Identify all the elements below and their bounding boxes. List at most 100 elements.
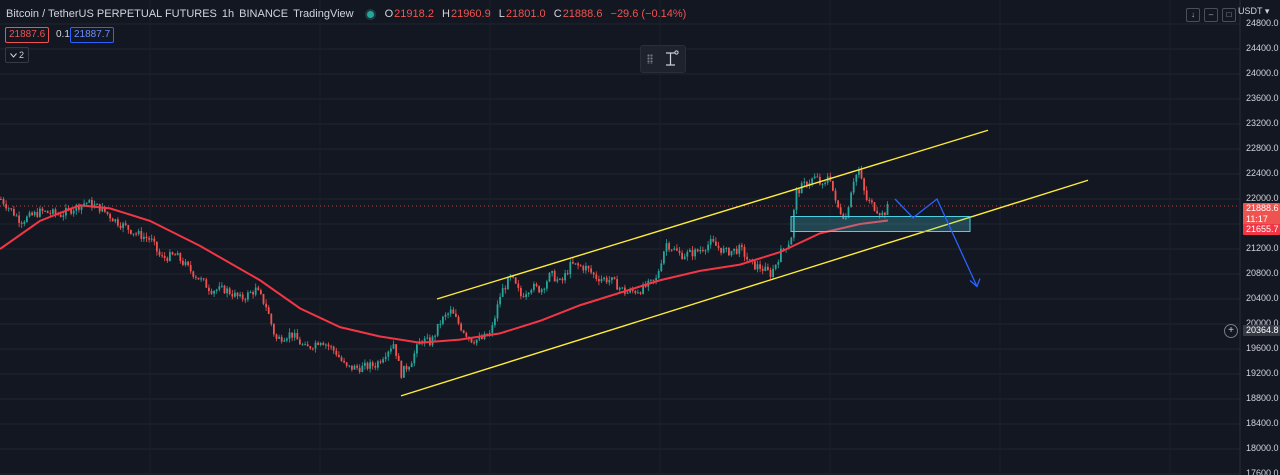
- candle-body: [405, 365, 408, 370]
- candle-body: [314, 342, 317, 349]
- open-value: 21918.2: [394, 8, 434, 20]
- currency-label: USDT: [1238, 6, 1263, 16]
- spread-value: 0.1: [56, 29, 70, 40]
- candle-body: [44, 210, 46, 212]
- candle-body: [478, 336, 481, 340]
- candle-body: [208, 287, 210, 292]
- candle-body: [59, 214, 62, 217]
- close-value: 21888.6: [562, 8, 603, 20]
- candle-body: [709, 239, 712, 245]
- candle-body: [101, 206, 104, 212]
- candle-body: [631, 289, 634, 291]
- arrow-down-icon[interactable]: ↓: [1186, 8, 1200, 22]
- candle-body: [148, 238, 150, 240]
- candle-body: [439, 323, 442, 325]
- price-axis-tick: 22000.0: [1246, 193, 1279, 203]
- low-key: L: [498, 8, 505, 20]
- price-axis-tick: 23200.0: [1246, 118, 1279, 128]
- indicators-toggle-button[interactable]: 2: [5, 47, 29, 63]
- candle-body: [837, 200, 839, 208]
- sell-price-button[interactable]: 21887.6: [5, 27, 50, 43]
- candle-body: [179, 253, 182, 261]
- minus-icon[interactable]: –: [1204, 8, 1218, 22]
- candle-body: [756, 264, 759, 270]
- price-axis-tick: 20800.0: [1246, 268, 1279, 278]
- candle-body: [553, 270, 556, 282]
- candle-body: [345, 362, 348, 366]
- candle-body: [293, 333, 296, 338]
- fullscreen-icon[interactable]: □: [1222, 8, 1236, 22]
- candle-body: [871, 200, 873, 203]
- candle-body: [540, 289, 543, 293]
- market-status-icon[interactable]: [366, 10, 374, 18]
- price-axis-tick: 24000.0: [1246, 68, 1279, 78]
- candle-body: [507, 277, 509, 290]
- candle-body: [587, 265, 590, 269]
- source-label: TradingView: [293, 8, 354, 20]
- drag-handle-icon[interactable]: [647, 54, 653, 64]
- candle-body: [348, 365, 351, 367]
- candle-body: [117, 219, 119, 226]
- candle-body: [130, 229, 132, 234]
- candle-body: [613, 277, 616, 280]
- text-cursor-tool-icon[interactable]: [663, 50, 679, 68]
- buy-price-button[interactable]: 21887.7: [70, 27, 115, 43]
- price-axis-tick: 22800.0: [1246, 143, 1279, 153]
- candle-body: [75, 204, 78, 211]
- candle-body: [291, 332, 293, 338]
- candle-body: [356, 365, 358, 368]
- price-axis-tick: 17600.0: [1246, 468, 1279, 475]
- candle-body: [514, 277, 517, 284]
- drawing-toolbar[interactable]: [640, 45, 686, 73]
- candle-body: [382, 359, 384, 363]
- candle-body: [543, 288, 546, 290]
- candlestick-series: [0, 165, 889, 380]
- interval-label[interactable]: 1h: [221, 8, 235, 20]
- candle-body: [730, 250, 733, 256]
- candle-body: [860, 170, 863, 179]
- candle-body: [0, 199, 2, 200]
- candle-body: [145, 236, 148, 239]
- candle-body: [67, 208, 70, 210]
- candle-body: [387, 351, 390, 357]
- candle-body: [176, 253, 179, 256]
- candle-body: [210, 291, 213, 294]
- candle-body: [299, 339, 301, 345]
- candle-body: [670, 249, 673, 251]
- candle-body: [36, 212, 39, 217]
- candle-body: [642, 284, 644, 294]
- candle-body: [754, 261, 756, 270]
- candle-body: [124, 223, 127, 226]
- candle-body: [410, 363, 413, 368]
- price-axis-tick: 23600.0: [1246, 93, 1279, 103]
- candle-body: [20, 222, 23, 224]
- candle-body: [49, 212, 52, 214]
- high-key: H: [442, 8, 450, 20]
- candle-body: [80, 204, 83, 210]
- candle-body: [780, 248, 782, 263]
- candle-body: [598, 279, 600, 282]
- candle-body: [62, 215, 65, 217]
- candle-body: [777, 262, 780, 265]
- projection-path: [894, 197, 978, 287]
- candle-body: [7, 208, 10, 210]
- candle-body: [832, 180, 834, 191]
- change-value: −29.6 (−0.14%): [610, 8, 687, 20]
- add-alert-plus-icon[interactable]: +: [1224, 324, 1238, 338]
- candle-body: [527, 292, 530, 295]
- currency-selector[interactable]: USDT ▾: [1238, 6, 1270, 16]
- candle-body: [332, 346, 335, 351]
- candle-body: [616, 279, 618, 290]
- chart-drawings[interactable]: [0, 129, 1240, 397]
- price-axis-tick: 24400.0: [1246, 43, 1279, 53]
- candle-body: [494, 318, 496, 326]
- candle-body: [18, 215, 20, 223]
- candle-body: [249, 292, 252, 294]
- candle-body: [351, 365, 353, 370]
- candle-body: [132, 233, 135, 235]
- candle-body: [694, 249, 696, 257]
- price-axis-tick: 19600.0: [1246, 343, 1279, 353]
- candle-body: [392, 344, 395, 349]
- symbol-title[interactable]: Bitcoin / TetherUS PERPETUAL FUTURES: [6, 8, 217, 20]
